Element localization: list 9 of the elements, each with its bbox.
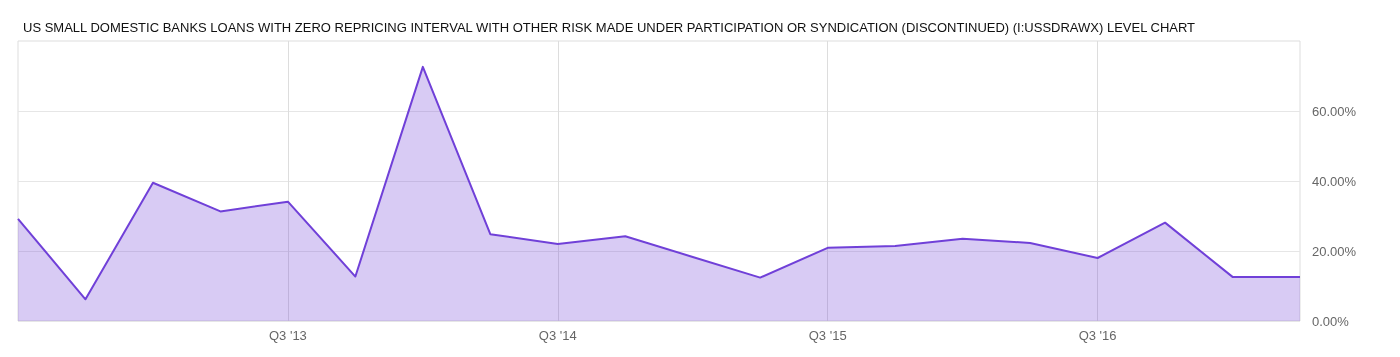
y-tick-label: 0.00% xyxy=(1312,313,1350,329)
y-tick-label: 20.00% xyxy=(1312,243,1357,259)
x-tick-label: Q3 '14 xyxy=(538,328,577,343)
y-tick-label: 40.00% xyxy=(1312,173,1357,189)
x-tick-label: Q3 '13 xyxy=(268,328,307,343)
x-tick-label: Q3 '15 xyxy=(808,328,847,343)
y-tick-label: 60.00% xyxy=(1312,103,1357,119)
x-tick-label: Q3 '16 xyxy=(1078,328,1117,343)
chart-title: US SMALL DOMESTIC BANKS LOANS WITH ZERO REPRICING INTERVAL WITH OTHER RISK MADE UNDER PARTICIPATION OR SYNDICATION (DISCONTINUED) (I:USSDRAWX) LEVEL CHART xyxy=(23,20,1196,35)
